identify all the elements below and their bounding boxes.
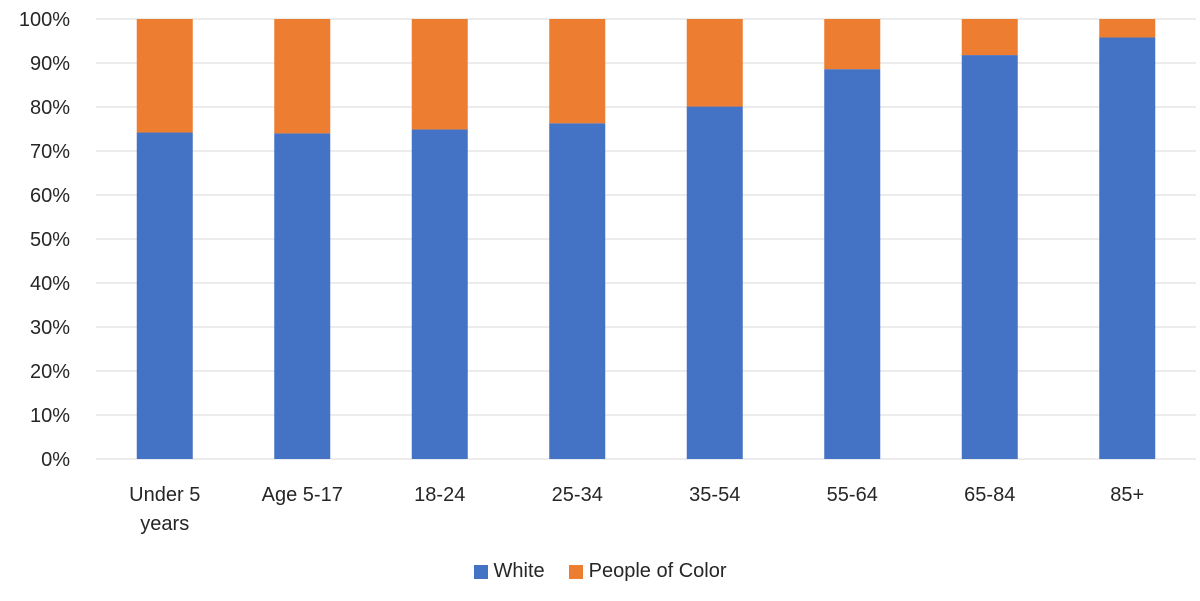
bar-white	[274, 133, 331, 459]
legend-label-white: White	[493, 560, 545, 582]
x-tick-label: 55-64	[827, 484, 878, 506]
bar-white	[549, 123, 606, 459]
x-tick-label: Age 5-17	[262, 484, 343, 506]
x-tick-label: 25-34	[552, 484, 603, 506]
y-tick-label: 80%	[30, 97, 70, 119]
bar-people-of-color	[961, 19, 1018, 56]
y-tick-label: 60%	[30, 185, 70, 207]
bar-white	[686, 106, 743, 459]
y-tick-label: 10%	[30, 405, 70, 427]
legend-swatch-people-of-color	[568, 564, 583, 579]
bars	[136, 19, 1156, 459]
bar-people-of-color	[136, 19, 193, 133]
bar-white	[961, 55, 1018, 459]
bar-white	[1099, 37, 1156, 459]
legend-swatch-white	[473, 564, 488, 579]
x-tick-label: 85+	[1110, 484, 1144, 506]
y-tick-label: 0%	[41, 449, 70, 471]
y-axis-ticks: 0% 10% 20% 30% 40% 50% 60% 70% 80% 90% 100%	[19, 9, 70, 471]
bar-white	[824, 69, 881, 459]
bar-people-of-color	[1099, 19, 1156, 38]
y-tick-label: 100%	[19, 9, 70, 31]
legend-item-people-of-color: People of Color	[568, 560, 727, 583]
bar-white	[136, 132, 193, 459]
y-tick-label: 50%	[30, 229, 70, 251]
gridlines	[96, 18, 1196, 460]
y-tick-label: 40%	[30, 273, 70, 295]
bar-people-of-color	[274, 19, 331, 134]
y-tick-label: 90%	[30, 53, 70, 75]
legend-item-white: White	[473, 560, 545, 583]
bar-people-of-color	[824, 19, 881, 70]
x-tick-label: 35-54	[689, 484, 740, 506]
bar-white	[411, 129, 468, 459]
bar-people-of-color	[549, 19, 606, 124]
legend: White People of Color	[0, 560, 1200, 583]
bar-people-of-color	[686, 19, 743, 107]
x-tick-label: 65-84	[964, 484, 1015, 506]
x-axis-ticks: Under 5 years Age 5-17 18-24 25-34 35-54 55-64…	[129, 484, 1144, 535]
bar-people-of-color	[411, 19, 468, 130]
x-tick-label: Under 5 years	[129, 484, 200, 535]
y-tick-label: 20%	[30, 361, 70, 383]
x-tick-label: 18-24	[414, 484, 465, 506]
y-tick-label: 30%	[30, 317, 70, 339]
y-tick-label: 70%	[30, 141, 70, 163]
legend-label-people-of-color: People of Color	[588, 560, 727, 582]
